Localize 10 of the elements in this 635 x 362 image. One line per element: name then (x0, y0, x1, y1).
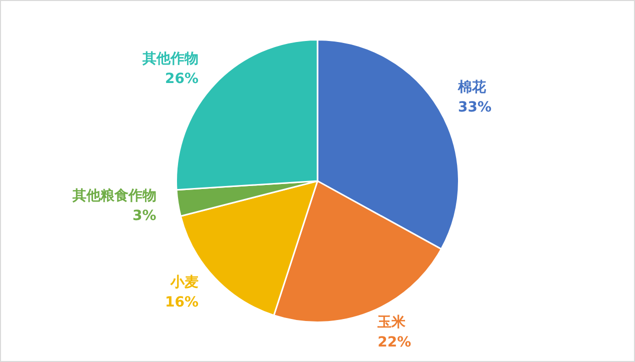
data-label: 22% (378, 334, 412, 350)
slice-label: 玉米 (376, 314, 407, 330)
slice-label: 棉花 (457, 80, 488, 96)
slice-label: 小麦 (169, 274, 198, 290)
data-label: 33% (458, 100, 492, 116)
data-label: 16% (164, 294, 198, 310)
data-label: 3% (132, 208, 156, 224)
slice-label: 其他粮食作物 (71, 187, 156, 204)
slice-label: 其他作物 (141, 50, 198, 67)
data-label: 26% (164, 70, 198, 87)
